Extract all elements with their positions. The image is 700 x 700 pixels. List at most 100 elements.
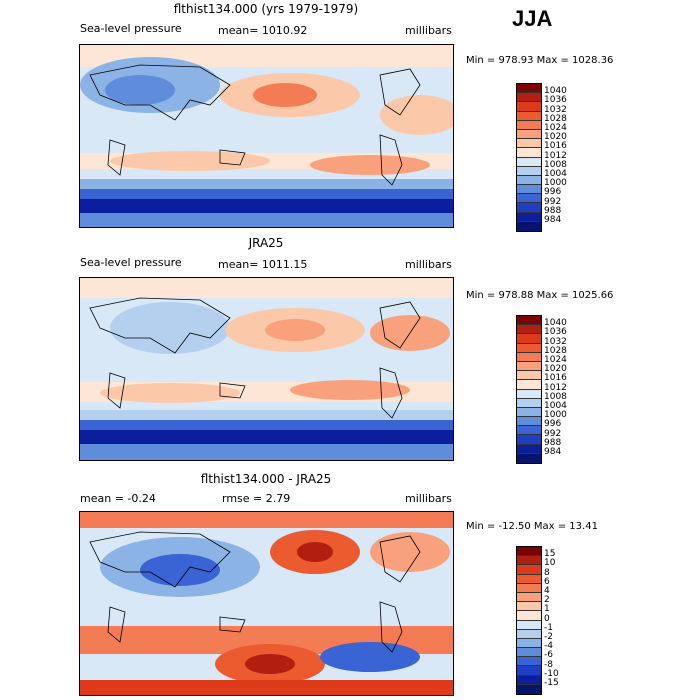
colorbar-tick-label: 1000 bbox=[544, 178, 567, 189]
colorbar-swatch bbox=[517, 175, 541, 186]
colorbar-swatch bbox=[517, 620, 541, 630]
colorbar-tick-label: 1016 bbox=[544, 141, 567, 152]
colorbar-swatch bbox=[517, 684, 541, 694]
colorbar-swatch bbox=[517, 453, 541, 463]
colorbar-swatch bbox=[517, 444, 541, 454]
panel2-colorbar bbox=[516, 315, 542, 464]
colorbar-tick-label: 1040 bbox=[544, 86, 567, 97]
colorbar-tick-label: 8 bbox=[544, 567, 550, 578]
colorbar-tick-label: 992 bbox=[544, 428, 562, 439]
colorbar-tick-label: 1024 bbox=[544, 355, 567, 365]
colorbar-swatch bbox=[517, 343, 541, 353]
colorbar-swatch bbox=[517, 102, 541, 112]
colorbar-tick-label: 1024 bbox=[544, 123, 567, 133]
colorbar-swatch bbox=[517, 565, 541, 575]
panel3-map bbox=[79, 511, 454, 696]
colorbar-tick-label: 1036 bbox=[544, 327, 567, 338]
colorbar-tick-label: -10 bbox=[544, 668, 559, 679]
colorbar-swatch bbox=[517, 602, 541, 612]
colorbar-swatch bbox=[517, 194, 541, 204]
panel3-rmse-label: rmse = 2.79 bbox=[222, 492, 291, 505]
colorbar-tick-label: 15 bbox=[544, 549, 556, 560]
colorbar-tick-label: 1020 bbox=[544, 364, 567, 375]
colorbar-tick-label: 1028 bbox=[544, 345, 567, 356]
colorbar-tick-label: 1036 bbox=[544, 95, 567, 106]
panel3-minmax: Min = -12.50 Max = 13.41 bbox=[466, 521, 598, 532]
colorbar-swatch bbox=[517, 547, 541, 557]
panel2-minmax: Min = 978.88 Max = 1025.66 bbox=[466, 290, 614, 301]
colorbar-swatch bbox=[517, 389, 541, 399]
colorbar-tick-label: 1 bbox=[544, 604, 550, 615]
colorbar-swatch bbox=[517, 417, 541, 427]
colorbar-tick-label: -6 bbox=[544, 650, 553, 661]
colorbar-tick-label: -1 bbox=[544, 622, 553, 633]
colorbar-swatch bbox=[517, 398, 541, 408]
panel3-colorbar bbox=[516, 546, 542, 695]
colorbar-swatch bbox=[517, 325, 541, 335]
colorbar-swatch bbox=[517, 316, 541, 326]
colorbar-swatch bbox=[517, 435, 541, 445]
colorbar-tick-label: 1008 bbox=[544, 391, 567, 402]
panel1-units-label: millibars bbox=[405, 24, 452, 37]
panel2-variable-label: Sea-level pressure bbox=[80, 256, 182, 269]
colorbar-swatch bbox=[517, 129, 541, 140]
colorbar-tick-label: 1012 bbox=[544, 382, 567, 393]
colorbar-tick-label: 1016 bbox=[544, 373, 567, 384]
colorbar-swatch bbox=[517, 157, 541, 167]
colorbar-tick-label: 1040 bbox=[544, 318, 567, 329]
colorbar-tick-label: 988 bbox=[544, 205, 562, 216]
colorbar-tick-label: 1032 bbox=[544, 336, 567, 347]
colorbar-swatch bbox=[517, 583, 541, 593]
colorbar-swatch bbox=[517, 629, 541, 639]
colorbar-swatch bbox=[517, 361, 541, 372]
colorbar-tick-label: -2 bbox=[544, 632, 553, 642]
colorbar-swatch bbox=[517, 371, 541, 381]
colorbar-swatch bbox=[517, 334, 541, 344]
colorbar-tick-label: 1008 bbox=[544, 159, 567, 170]
colorbar-tick-label: 1004 bbox=[544, 169, 567, 179]
colorbar-tick-label: 996 bbox=[544, 419, 562, 430]
colorbar-tick-label: 1028 bbox=[544, 113, 567, 124]
colorbar-swatch bbox=[517, 120, 541, 130]
colorbar-swatch bbox=[517, 675, 541, 685]
colorbar-tick-label: 984 bbox=[544, 215, 562, 225]
colorbar-swatch bbox=[517, 638, 541, 649]
colorbar-swatch bbox=[517, 221, 541, 231]
colorbar-swatch bbox=[517, 380, 541, 390]
colorbar-tick-label: 2 bbox=[544, 595, 550, 606]
panel1-map bbox=[79, 44, 454, 228]
colorbar-swatch bbox=[517, 666, 541, 676]
colorbar-swatch bbox=[517, 111, 541, 121]
colorbar-swatch bbox=[517, 611, 541, 621]
panel3-title: flthist134.000 - JRA25 bbox=[200, 472, 332, 486]
panel1-title: flthist134.000 (yrs 1979-1979) bbox=[173, 2, 359, 16]
colorbar-swatch bbox=[517, 574, 541, 584]
colorbar-tick-label: 10 bbox=[544, 558, 556, 569]
colorbar-tick-label: 1020 bbox=[544, 132, 567, 143]
colorbar-swatch bbox=[517, 185, 541, 195]
colorbar-tick-label: 1004 bbox=[544, 401, 567, 411]
panel1-minmax: Min = 978.93 Max = 1028.36 bbox=[466, 55, 614, 66]
colorbar-tick-label: -4 bbox=[544, 641, 553, 652]
panel1-colorbar bbox=[516, 83, 542, 232]
panel1-variable-label: Sea-level pressure bbox=[80, 22, 182, 35]
colorbar-swatch bbox=[517, 212, 541, 222]
colorbar-tick-label: 1000 bbox=[544, 410, 567, 421]
panel3-mean-label: mean = -0.24 bbox=[80, 492, 156, 505]
panel2-mean-label: mean= 1011.15 bbox=[218, 258, 308, 271]
colorbar-swatch bbox=[517, 426, 541, 436]
colorbar-swatch bbox=[517, 657, 541, 667]
colorbar-swatch bbox=[517, 352, 541, 362]
colorbar-swatch bbox=[517, 407, 541, 418]
colorbar-tick-label: 1032 bbox=[544, 104, 567, 115]
colorbar-tick-label: 996 bbox=[544, 187, 562, 198]
colorbar-swatch bbox=[517, 93, 541, 103]
panel2-title: JRA25 bbox=[248, 236, 284, 250]
colorbar-swatch bbox=[517, 84, 541, 94]
colorbar-swatch bbox=[517, 556, 541, 566]
colorbar-tick-label: 992 bbox=[544, 196, 562, 207]
panel2-units-label: millibars bbox=[405, 258, 452, 271]
colorbar-tick-label: -8 bbox=[544, 659, 553, 670]
colorbar-swatch bbox=[517, 148, 541, 158]
colorbar-tick-label: 988 bbox=[544, 437, 562, 448]
